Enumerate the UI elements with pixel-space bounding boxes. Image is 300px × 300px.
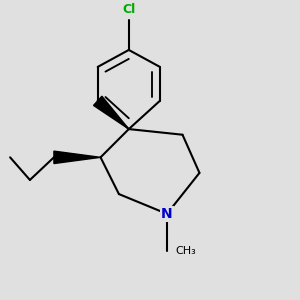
Polygon shape [54, 151, 100, 164]
Polygon shape [94, 96, 129, 129]
Text: CH₃: CH₃ [176, 246, 196, 256]
Text: Cl: Cl [122, 3, 135, 16]
Text: N: N [161, 207, 173, 221]
